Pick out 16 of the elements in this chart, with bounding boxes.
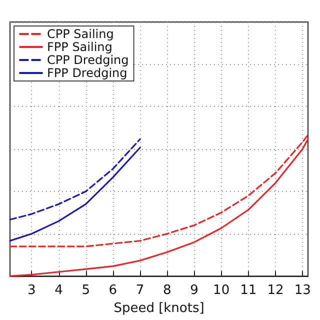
x-tick-label: 3 [28, 283, 36, 298]
x-tick-label: 4 [54, 283, 63, 298]
x-tick-label: 5 [82, 283, 90, 298]
x-tick-label: 12 [267, 283, 284, 298]
x-axis-title: Speed [knots] [114, 301, 204, 316]
x-tick-label: 8 [162, 283, 172, 298]
x-tick-label: 6 [108, 283, 118, 298]
legend-label: FPP Dredging [47, 66, 128, 80]
legend-label: CPP Sailing [47, 27, 114, 41]
x-tick-label: 9 [190, 283, 198, 298]
legend-label: FPP Sailing [47, 40, 112, 54]
x-tick-label: 7 [136, 283, 144, 298]
legend-label: CPP Dredging [47, 53, 129, 67]
x-tick-label: 10 [213, 283, 230, 298]
x-tick-label: 11 [240, 283, 257, 298]
x-tick-label: 13 [294, 283, 311, 298]
